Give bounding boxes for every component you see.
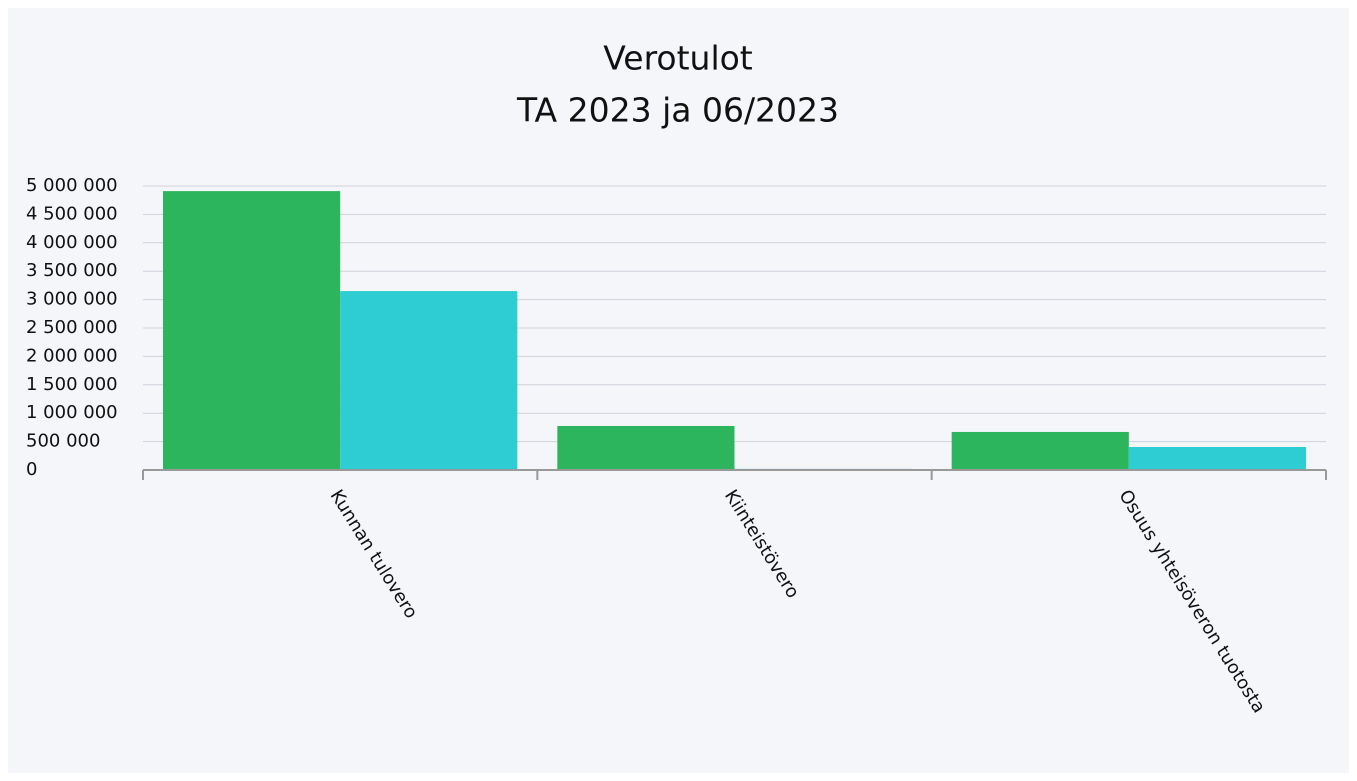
chart-subtitle: TA 2023 ja 06/2023 [516, 91, 839, 130]
bar [1128, 446, 1306, 470]
y-tick-label: 500 000 [26, 431, 100, 452]
bar [557, 425, 735, 470]
y-tick-label: 1 000 000 [26, 402, 118, 423]
y-tick-label: 2 000 000 [26, 345, 118, 366]
y-tick-label: 2 500 000 [26, 317, 118, 338]
y-tick-label: 3 500 000 [26, 260, 118, 281]
y-tick-label: 0 [26, 459, 37, 480]
y-tick-label: 5 000 000 [26, 175, 118, 196]
bar [163, 191, 341, 470]
bar [340, 291, 518, 470]
y-tick-label: 3 000 000 [26, 289, 118, 310]
y-tick-label: 4 000 000 [26, 232, 118, 253]
chart-title: Verotulot [603, 39, 753, 78]
y-tick-label: 4 500 000 [26, 203, 118, 224]
y-tick-label: 1 500 000 [26, 374, 118, 395]
bar [951, 431, 1129, 470]
